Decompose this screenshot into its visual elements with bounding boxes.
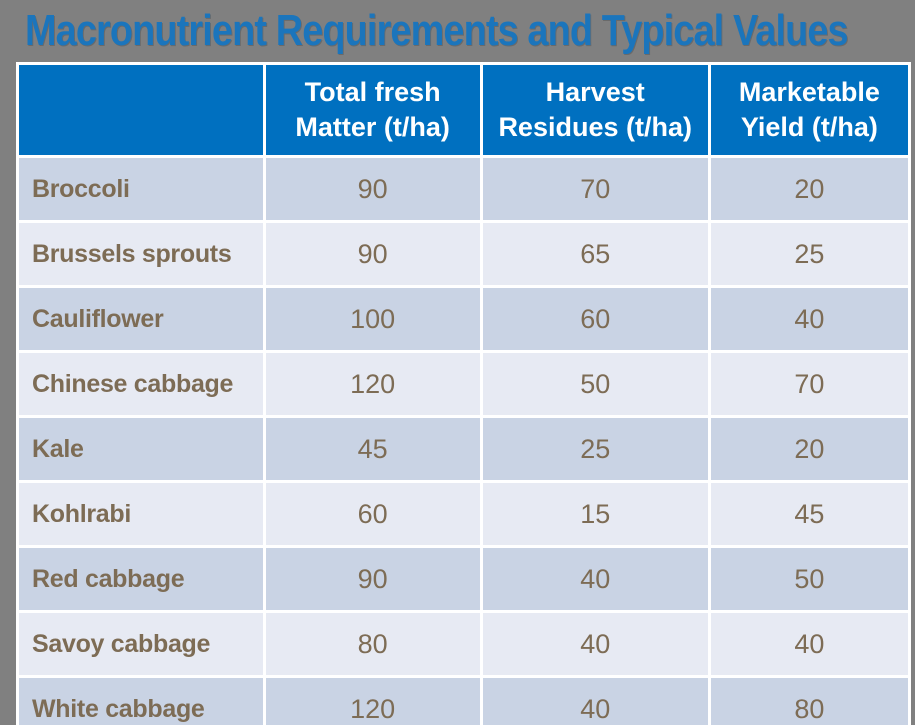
value-cell: 100 xyxy=(265,288,480,350)
value-cell: 20 xyxy=(710,158,908,220)
value-cell: 70 xyxy=(710,353,908,415)
value-cell: 120 xyxy=(265,678,480,725)
value-cell: 120 xyxy=(265,353,480,415)
value-cell: 65 xyxy=(482,223,708,285)
column-header-harvest-residues: Harvest Residues (t/ha) xyxy=(482,65,708,155)
value-cell: 45 xyxy=(265,418,480,480)
row-label-cell: Cauliflower xyxy=(19,288,263,350)
row-label-cell: Kale xyxy=(19,418,263,480)
row-label-cell: Brussels sprouts xyxy=(19,223,263,285)
table-row: Chinese cabbage 120 50 70 xyxy=(19,353,908,415)
value-cell: 90 xyxy=(265,223,480,285)
value-cell: 60 xyxy=(482,288,708,350)
value-cell: 40 xyxy=(482,548,708,610)
table-row: Kale 45 25 20 xyxy=(19,418,908,480)
value-cell: 40 xyxy=(482,613,708,675)
table-row: Brussels sprouts 90 65 25 xyxy=(19,223,908,285)
value-cell: 40 xyxy=(710,288,908,350)
value-cell: 70 xyxy=(482,158,708,220)
table-row: Broccoli 90 70 20 xyxy=(19,158,908,220)
value-cell: 50 xyxy=(710,548,908,610)
value-cell: 80 xyxy=(710,678,908,725)
table-row: Savoy cabbage 80 40 40 xyxy=(19,613,908,675)
row-label-cell: Savoy cabbage xyxy=(19,613,263,675)
value-cell: 20 xyxy=(710,418,908,480)
column-header-marketable-yield: Marketable Yield (t/ha) xyxy=(710,65,908,155)
nutrient-table: Total fresh Matter (t/ha) Harvest Residu… xyxy=(16,62,911,725)
table-row: White cabbage 120 40 80 xyxy=(19,678,908,725)
value-cell: 25 xyxy=(710,223,908,285)
value-cell: 40 xyxy=(482,678,708,725)
column-header-total-fresh-matter: Total fresh Matter (t/ha) xyxy=(265,65,480,155)
table-row: Cauliflower 100 60 40 xyxy=(19,288,908,350)
value-cell: 90 xyxy=(265,158,480,220)
value-cell: 40 xyxy=(710,613,908,675)
value-cell: 50 xyxy=(482,353,708,415)
row-label-cell: Red cabbage xyxy=(19,548,263,610)
value-cell: 60 xyxy=(265,483,480,545)
table-row: Kohlrabi 60 15 45 xyxy=(19,483,908,545)
row-label-cell: White cabbage xyxy=(19,678,263,725)
row-label-cell: Chinese cabbage xyxy=(19,353,263,415)
value-cell: 90 xyxy=(265,548,480,610)
value-cell: 25 xyxy=(482,418,708,480)
row-label-cell: Broccoli xyxy=(19,158,263,220)
table-row: Red cabbage 90 40 50 xyxy=(19,548,908,610)
nutrient-table-container: Total fresh Matter (t/ha) Harvest Residu… xyxy=(16,62,911,725)
value-cell: 80 xyxy=(265,613,480,675)
table-header-row: Total fresh Matter (t/ha) Harvest Residu… xyxy=(19,65,908,155)
row-label-cell: Kohlrabi xyxy=(19,483,263,545)
corner-header-cell xyxy=(19,65,263,155)
value-cell: 45 xyxy=(710,483,908,545)
value-cell: 15 xyxy=(482,483,708,545)
page-title: Macronutrient Requirements and Typical V… xyxy=(25,6,849,55)
